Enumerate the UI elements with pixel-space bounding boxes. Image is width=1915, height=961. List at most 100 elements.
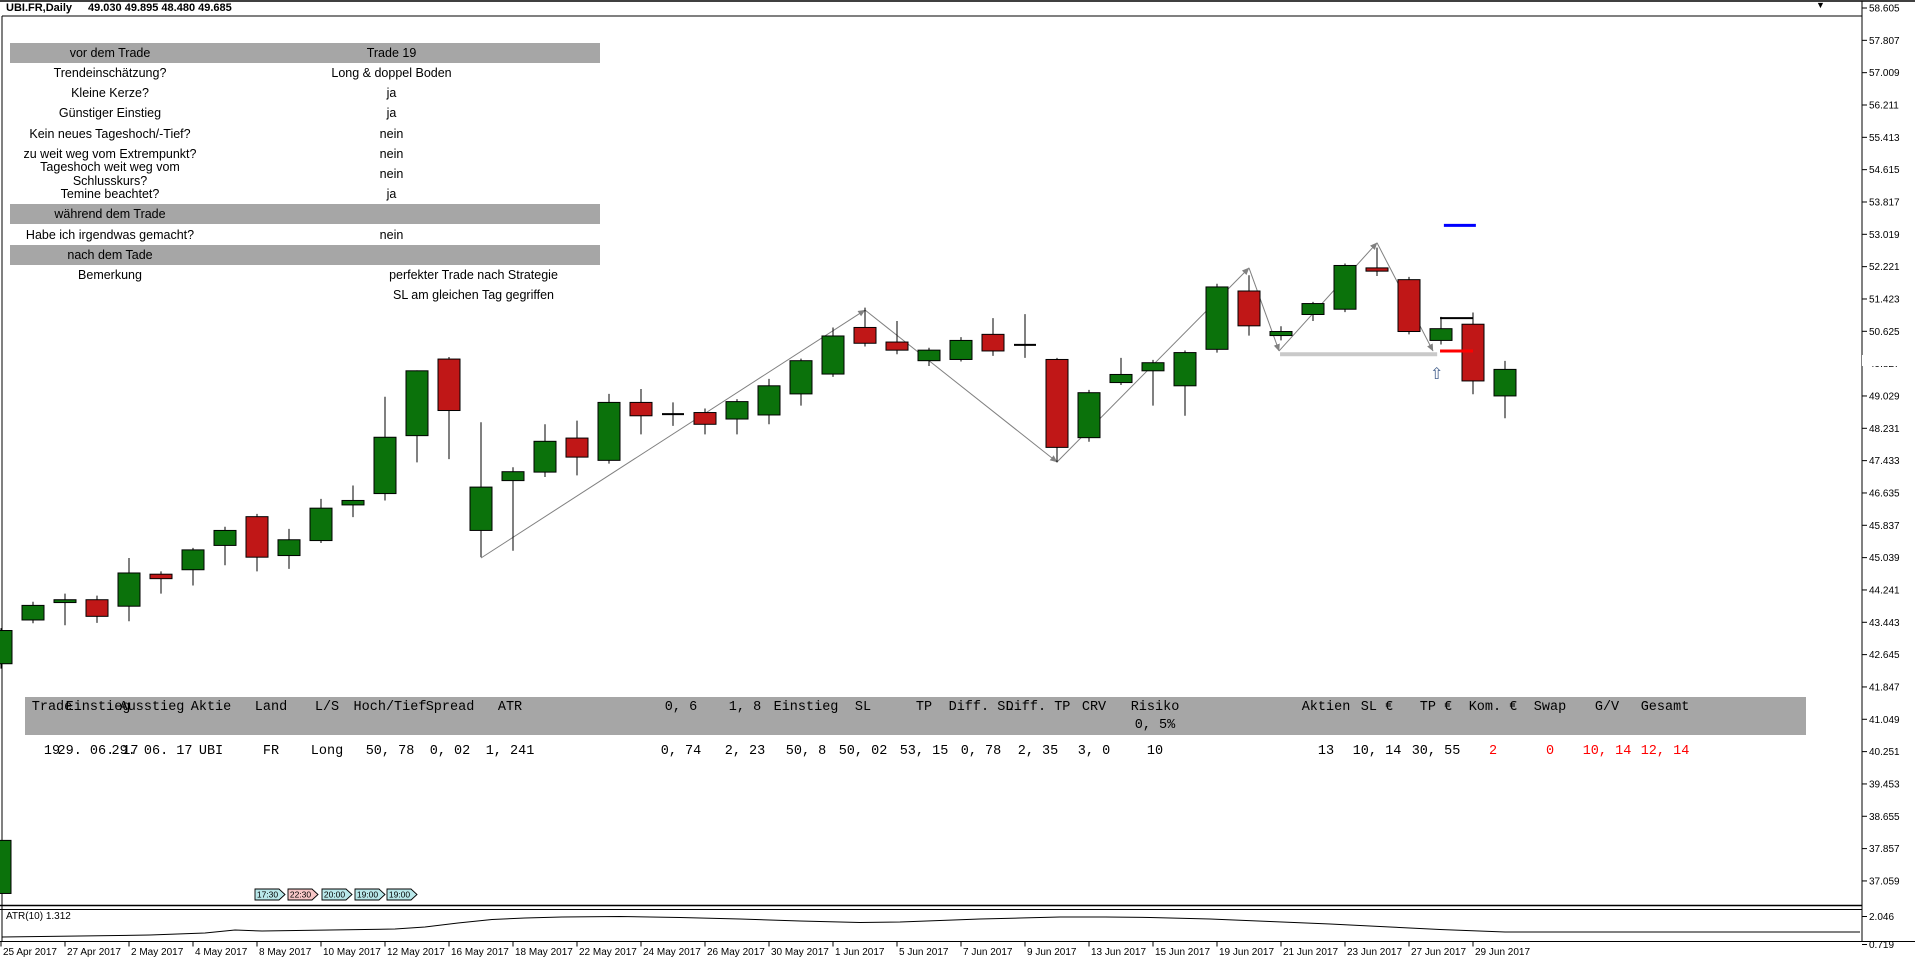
bear-candle [85,599,109,617]
bull-candle [213,529,237,546]
checklist-value: ja [386,86,397,101]
bull-candle [1205,286,1229,350]
date-axis-label: 24 May 2017 [643,947,701,958]
zigzag-segment[interactable] [1248,267,1280,352]
price-axis-label: 37.857 [1869,844,1900,855]
event-time-badge[interactable] [354,888,386,901]
zigzag-segment[interactable] [480,309,866,559]
price-axis-label: 53.019 [1869,230,1900,241]
date-axis-label: 21 Jun 2017 [1283,947,1338,958]
current-price-cover [1862,355,1915,366]
bear-candle [1365,267,1389,272]
checklist-label: nach dem Tade [67,247,153,262]
checklist-row: Trendeinschätzung? Long & doppel Boden [10,63,600,83]
checklist-row: Tageshoch weit weg vom Schlusskurs? nein [10,160,600,188]
checklist-row: SL am gleichen Tag gegriffen [10,285,600,305]
date-axis-label: 7 Jun 2017 [963,947,1013,958]
bull-candle [1269,331,1293,337]
bull-candle [821,335,845,375]
checklist-value: Long & doppel Boden [331,66,452,81]
date-axis-label: 16 May 2017 [451,947,509,958]
date-axis-label: 4 May 2017 [195,947,248,958]
event-time-badge[interactable] [321,888,353,901]
bull-candle [757,385,781,416]
bear-candle [1397,279,1421,333]
checklist-row: während dem Trade [10,204,600,225]
date-axis-label: 29 Jun 2017 [1475,947,1530,958]
bull-candle [181,549,205,571]
bull-candle [0,630,13,665]
date-axis-label: 9 Jun 2017 [1027,947,1077,958]
bull-candle [949,339,973,360]
bear-candle [437,358,461,412]
bull-candle [1173,352,1197,387]
date-axis-label: 12 May 2017 [387,947,445,958]
checklist-row: nach dem Tade [10,244,600,265]
price-axis-label: 51.423 [1869,294,1900,305]
date-axis-label: 5 Jun 2017 [899,947,949,958]
bull-candle [341,499,365,506]
atr-axis-label: 0.719 [1869,940,1894,951]
bear-candle [1461,323,1485,382]
checklist-value: nein [379,146,404,161]
bear-candle [149,573,173,580]
clipped-candle [0,839,12,894]
checklist-value: nein [379,167,404,182]
price-axis-label: 48.231 [1869,424,1900,435]
bear-candle [1045,358,1069,448]
date-axis-label: 18 May 2017 [515,947,573,958]
date-axis-label: 10 May 2017 [323,947,381,958]
event-time-badge[interactable] [287,888,319,901]
bull-candle [277,539,301,557]
event-time-badge[interactable] [386,888,418,901]
price-axis-label: 56.211 [1869,100,1899,111]
zigzag-segment[interactable] [1278,242,1378,352]
bear-candle [885,341,909,351]
bull-candle [1333,264,1357,310]
checklist-label: Habe ich irgendwas gemacht? [25,227,195,242]
bull-candle [1301,303,1325,315]
price-axis-label: 45.837 [1869,521,1900,532]
price-axis-label: 52.221 [1869,262,1900,273]
bull-candle [1077,392,1101,439]
zigzag-segment[interactable] [864,309,1058,463]
checklist-value: nein [379,227,404,242]
event-time-badge[interactable] [254,888,286,901]
bull-candle [53,599,77,604]
chart-symbol-period: UBI.FR,Daily [6,2,73,14]
price-axis-label: 47.433 [1869,456,1900,467]
atr-axis-label: 2.046 [1869,912,1894,923]
price-axis-label: 46.635 [1869,488,1900,499]
price-axis-label: 57.009 [1869,68,1900,79]
bull-candle [373,436,397,495]
checklist-label: während dem Trade [54,207,166,222]
checklist-value: perfekter Trade nach Strategie [389,267,558,282]
date-axis-label: 26 May 2017 [707,947,765,958]
date-axis-label: 23 Jun 2017 [1347,947,1402,958]
date-axis-label: 30 May 2017 [771,947,829,958]
price-axis-label: 45.039 [1869,553,1900,564]
bull-candle [1429,328,1453,341]
bull-candle [533,440,557,473]
price-axis-label: 42.645 [1869,650,1900,661]
checklist-label: Temine beachtet? [60,187,160,202]
price-axis-label: 37.059 [1869,876,1900,887]
bear-candle [565,437,589,458]
price-axis-label: 39.453 [1869,779,1900,790]
event-time-badge-label: 19:00 [389,890,411,900]
price-axis-label: 54.615 [1869,165,1900,176]
checklist-value: SL am gleichen Tag gegriffen [393,288,554,303]
checklist-value: Trade 19 [366,45,417,60]
date-axis-label: 2 May 2017 [131,947,184,958]
checklist-label: Günstiger Einstieg [58,106,162,121]
checklist-label: vor dem Trade [69,45,151,60]
date-axis-label: 25 Apr 2017 [3,947,57,958]
checklist-row: Bemerkung perfekter Trade nach Strategie [10,265,600,285]
checklist-row: zu weit weg vom Extrempunkt? nein [10,144,600,164]
price-axis-label: 38.655 [1869,812,1900,823]
checklist-row: vor dem Trade Trade 19 [10,42,600,63]
checklist-label: Bemerkung [78,267,142,282]
chart-dropdown-icon[interactable]: ▼ [1816,0,1825,10]
price-axis-label: 43.443 [1869,618,1900,629]
